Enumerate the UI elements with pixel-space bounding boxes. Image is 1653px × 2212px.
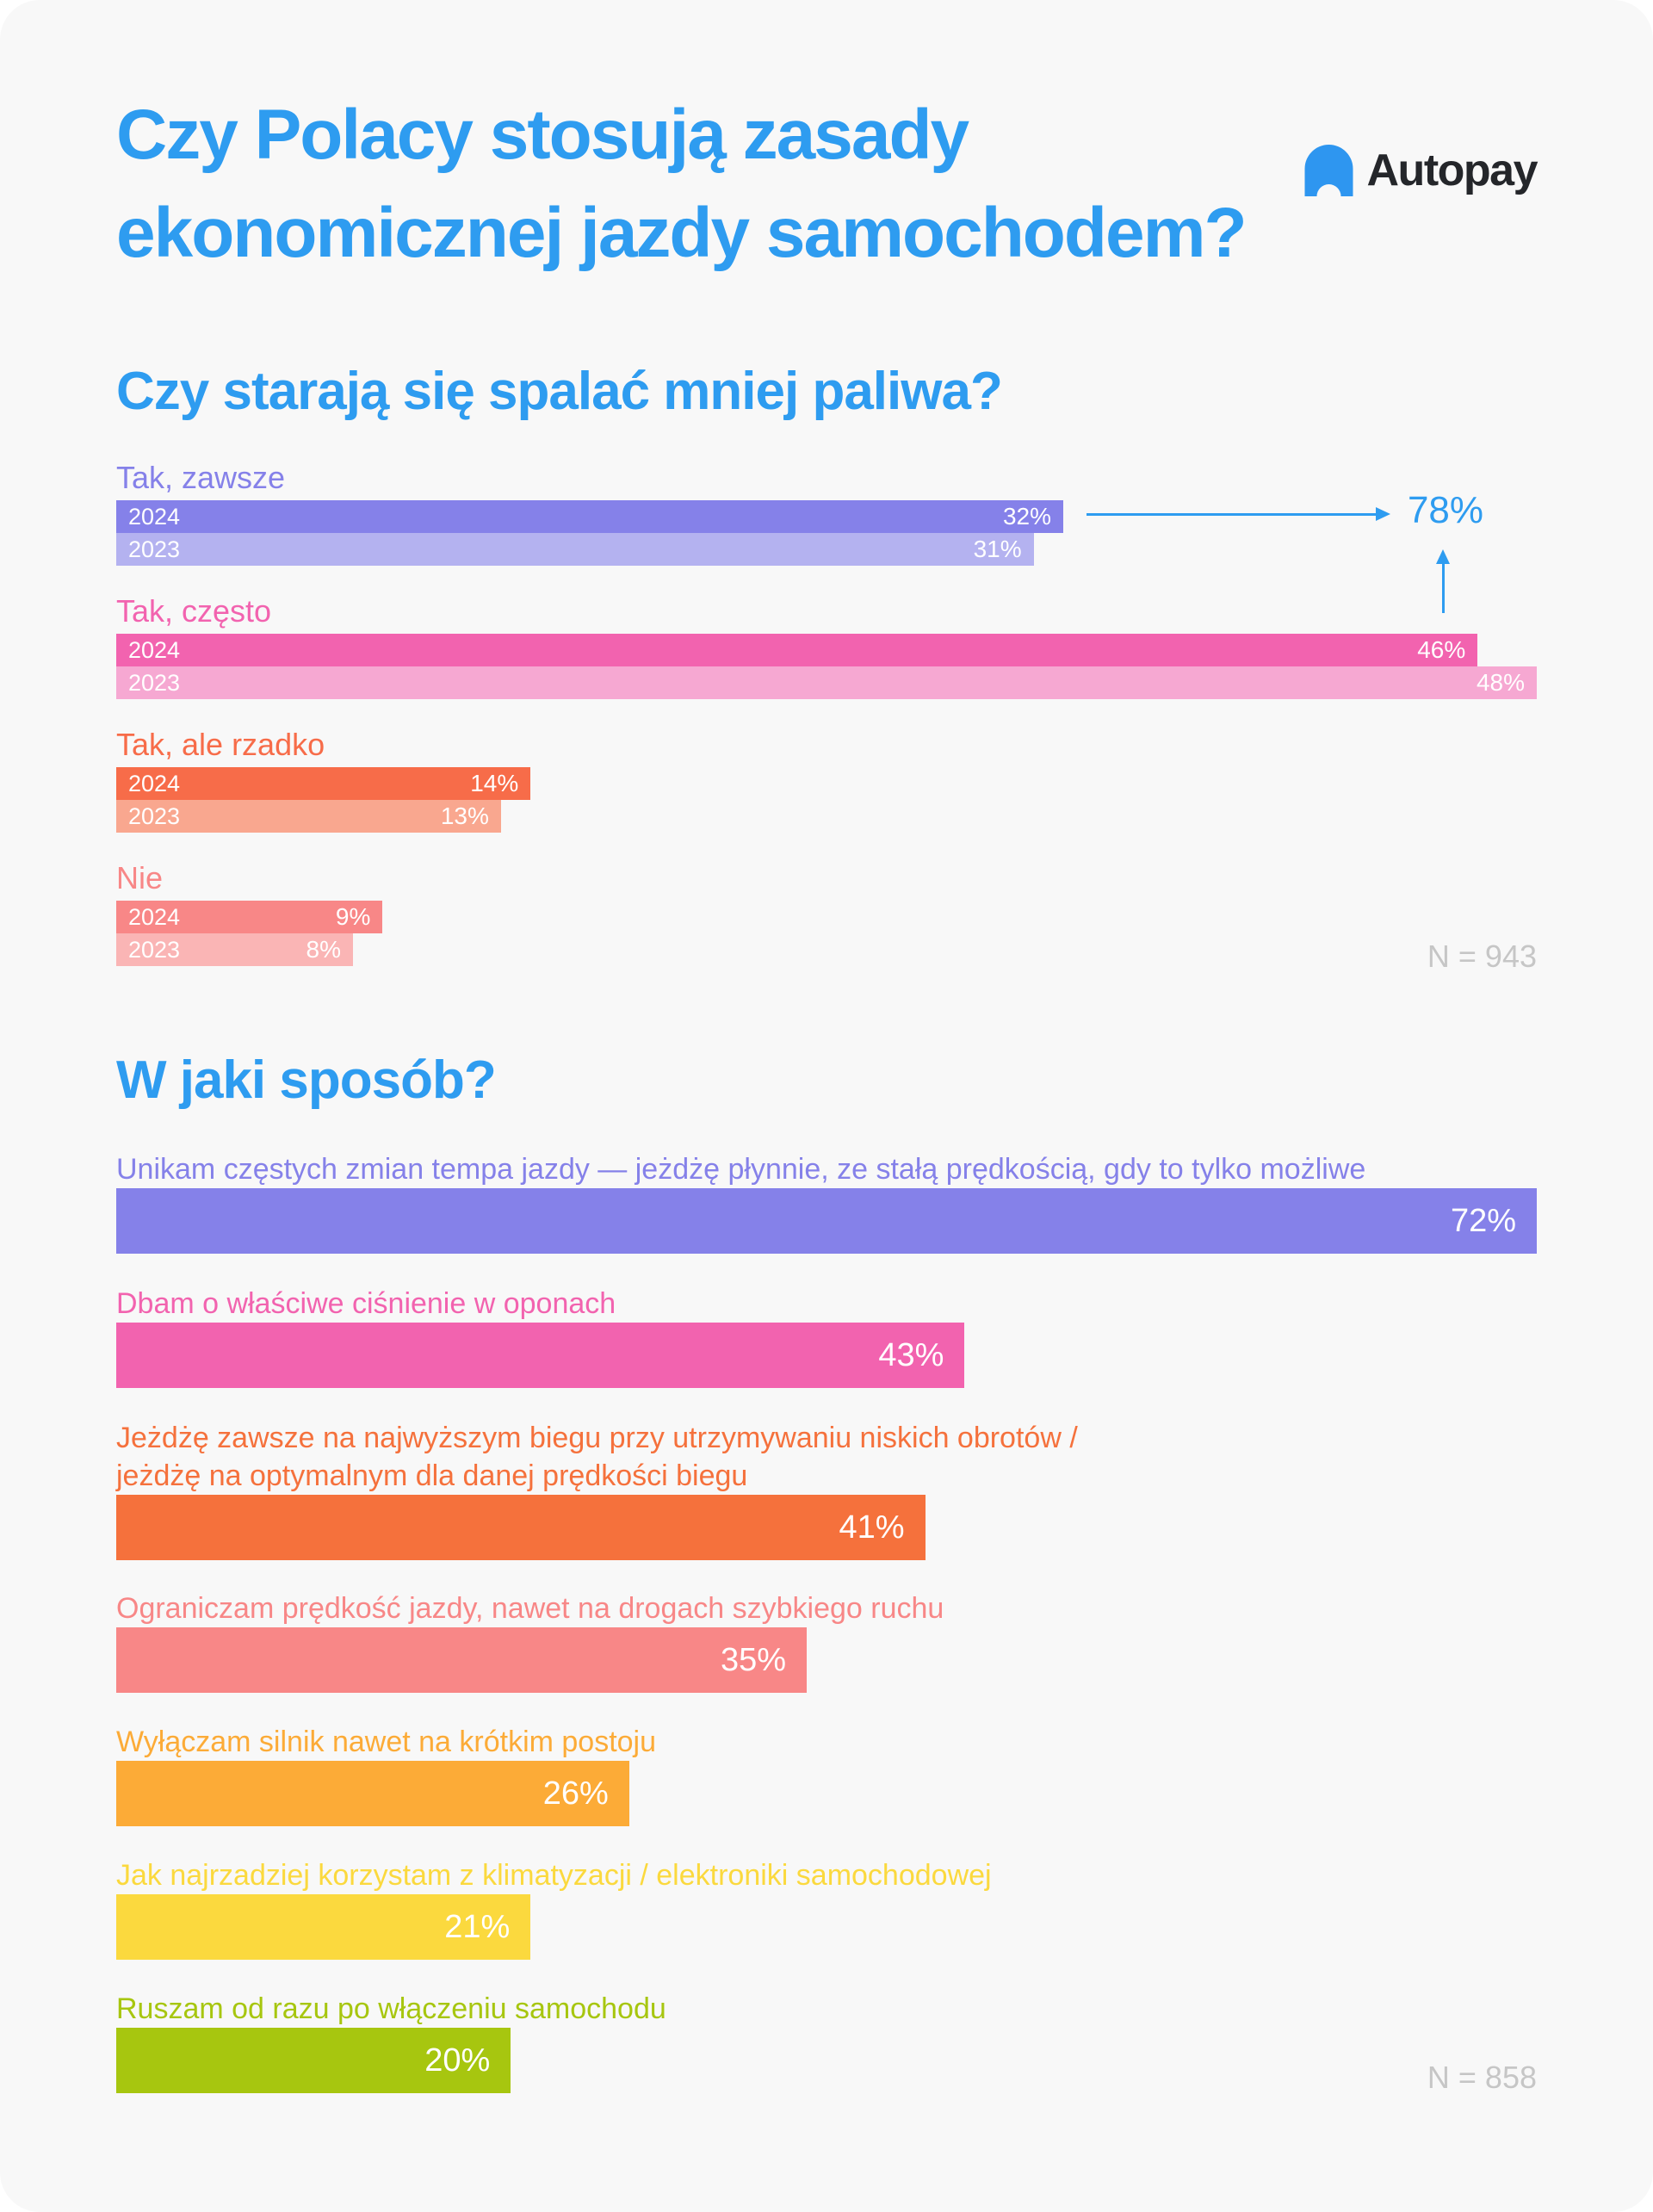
item-bar: 20% bbox=[116, 2028, 511, 2093]
bar-value-label: 8% bbox=[306, 936, 341, 963]
bar-year-label: 2024 bbox=[128, 903, 181, 930]
group-label: Tak, zawsze bbox=[116, 460, 286, 495]
item-label: Jeżdżę zawsze na najwyższym biegu przy u… bbox=[116, 1422, 1078, 1492]
bar-value-label: 26% bbox=[542, 1775, 609, 1812]
content-area: Czy Polacy stosują zasady ekonomicznej j… bbox=[116, 0, 1538, 2212]
method-item: Ruszam od razu po włączeniu samochodu 20… bbox=[116, 1990, 1537, 2093]
bar-2024: 2024 9% bbox=[116, 901, 383, 933]
section-1-title: Czy starają się spalać mniej paliwa? bbox=[116, 362, 1003, 421]
item-label: Unikam częstych zmian tempa jazdy — jeżd… bbox=[116, 1153, 1366, 1186]
bar-year-label: 2023 bbox=[128, 802, 181, 829]
bar-2023: 2023 8% bbox=[116, 933, 353, 966]
bar-value-label: 9% bbox=[335, 903, 371, 930]
bar-2024: 2024 32% bbox=[116, 500, 1063, 533]
item-bar: 41% bbox=[116, 1495, 926, 1560]
item-bar: 35% bbox=[116, 1627, 808, 1693]
bar-value-label: 43% bbox=[878, 1336, 944, 1373]
annotation-arrow-up-icon bbox=[1436, 549, 1450, 613]
bar-2023: 2023 48% bbox=[116, 666, 1537, 699]
bar-year-label: 2023 bbox=[128, 536, 181, 562]
answer-group-nie: Nie 2024 9% 2023 8% bbox=[116, 861, 1537, 966]
bar-value-label: 20% bbox=[424, 2042, 491, 2079]
annotation-total-value: 78% bbox=[1407, 489, 1484, 531]
item-bar: 26% bbox=[116, 1761, 629, 1826]
autopay-logo-text: Autopay bbox=[1366, 146, 1538, 195]
annotation-arrow-right-icon bbox=[1087, 507, 1390, 521]
page-title-line-1: Czy Polacy stosują zasady bbox=[116, 96, 969, 174]
autopay-logo-icon bbox=[1304, 145, 1353, 196]
bar-2024: 2024 14% bbox=[116, 767, 531, 800]
item-label: Jak najrzadziej korzystam z klimatyzacji… bbox=[116, 1859, 992, 1892]
method-item: Jak najrzadziej korzystam z klimatyzacji… bbox=[116, 1856, 1537, 1960]
group-label: Tak, często bbox=[116, 593, 272, 629]
method-item: Dbam o właściwe ciśnienie w oponach 43% bbox=[116, 1285, 1537, 1388]
sample-size-chart-2: N = 858 bbox=[1427, 2060, 1537, 2095]
bar-value-label: 46% bbox=[1417, 636, 1466, 663]
item-bar: 72% bbox=[116, 1188, 1537, 1254]
bar-year-label: 2024 bbox=[128, 503, 181, 530]
method-item: Jeżdżę zawsze na najwyższym biegu przy u… bbox=[116, 1419, 1537, 1560]
page-title-line-2: ekonomicznej jazdy samochodem? bbox=[116, 194, 1247, 272]
bar-year-label: 2024 bbox=[128, 770, 181, 796]
bar-year-label: 2023 bbox=[128, 669, 181, 696]
bar-value-label: 72% bbox=[1450, 1202, 1516, 1239]
item-label: Ograniczam prędkość jazdy, nawet na drog… bbox=[116, 1592, 944, 1625]
item-bar: 43% bbox=[116, 1323, 965, 1388]
bar-2024: 2024 46% bbox=[116, 634, 1478, 666]
answer-group-tak-ale-rzadko: Tak, ale rzadko 2024 14% 2023 13% bbox=[116, 728, 1537, 833]
bar-value-label: 14% bbox=[470, 770, 519, 796]
page-title: Czy Polacy stosują zasady ekonomicznej j… bbox=[116, 86, 1247, 282]
autopay-logo: Autopay bbox=[1304, 145, 1538, 196]
group-label: Tak, ale rzadko bbox=[116, 727, 325, 762]
section-2-title: W jaki sposób? bbox=[116, 1050, 497, 1110]
method-item: Ograniczam prędkość jazdy, nawet na drog… bbox=[116, 1589, 1537, 1693]
answer-group-tak-czesto: Tak, często 2024 46% 2023 48% bbox=[116, 594, 1537, 699]
item-label: Wyłączam silnik nawet na krótkim postoju bbox=[116, 1726, 657, 1758]
bar-2023: 2023 13% bbox=[116, 800, 501, 833]
sample-size-chart-1: N = 943 bbox=[1427, 939, 1537, 974]
bar-value-label: 32% bbox=[1002, 503, 1051, 530]
method-item: Wyłączam silnik nawet na krótkim postoju… bbox=[116, 1723, 1537, 1826]
bar-value-label: 48% bbox=[1476, 669, 1525, 696]
group-label: Nie bbox=[116, 860, 164, 895]
bar-year-label: 2023 bbox=[128, 936, 181, 963]
bar-value-label: 21% bbox=[444, 1908, 511, 1945]
item-label: Ruszam od razu po włączeniu samochodu bbox=[116, 1992, 666, 2025]
method-item: Unikam częstych zmian tempa jazdy — jeżd… bbox=[116, 1150, 1537, 1254]
bar-year-label: 2024 bbox=[128, 636, 181, 663]
bar-value-label: 31% bbox=[973, 536, 1022, 562]
answer-group-tak-zawsze: Tak, zawsze 2024 32% 2023 31% bbox=[116, 461, 1537, 566]
bar-2023: 2023 31% bbox=[116, 533, 1034, 566]
bar-value-label: 41% bbox=[839, 1509, 905, 1546]
item-label: Dbam o właściwe ciśnienie w oponach bbox=[116, 1287, 616, 1320]
item-bar: 21% bbox=[116, 1894, 531, 1960]
bar-value-label: 13% bbox=[440, 802, 489, 829]
bar-value-label: 35% bbox=[721, 1641, 787, 1678]
